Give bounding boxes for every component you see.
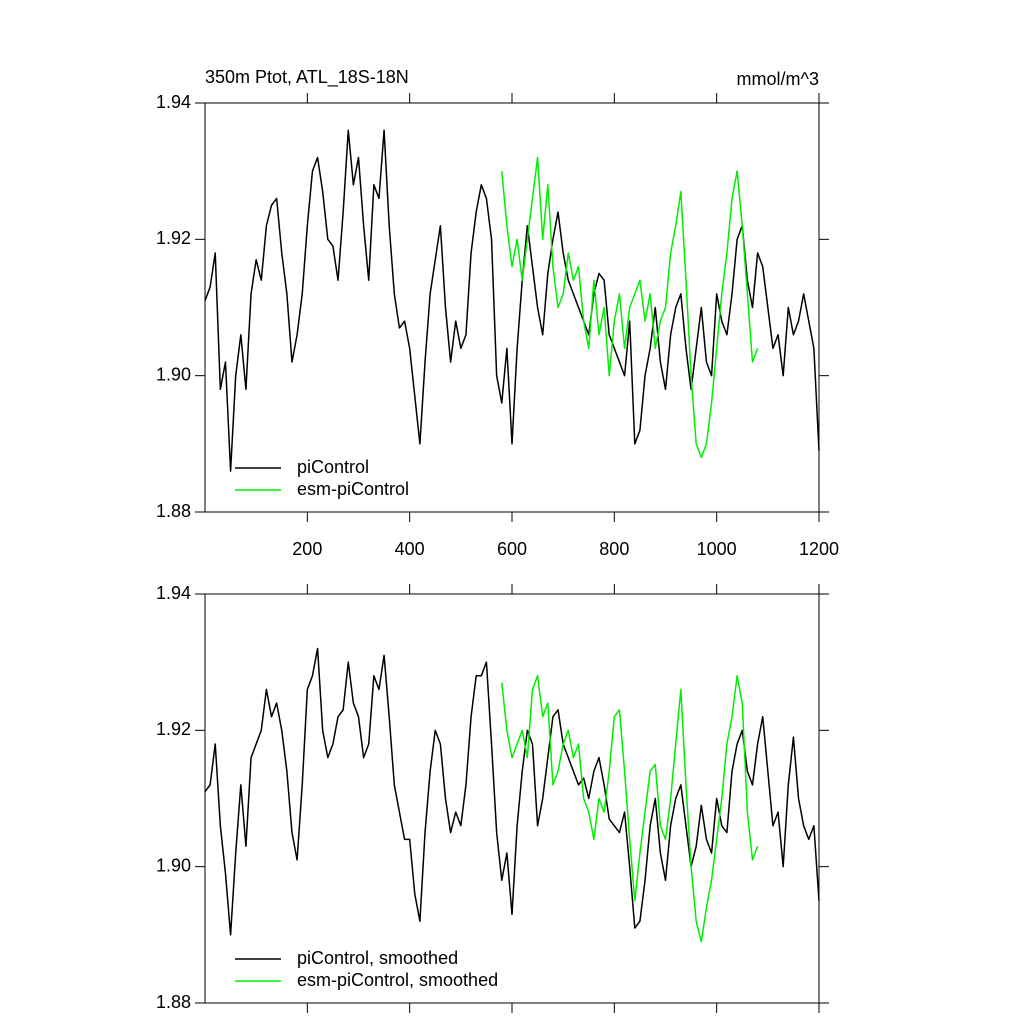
- series-line: [501, 156, 759, 459]
- y-tick-label: 1.88: [156, 501, 191, 521]
- y-tick-label: 1.92: [156, 228, 191, 248]
- x-tick-label: 600: [497, 539, 527, 559]
- y-tick-label: 1.90: [156, 855, 191, 875]
- y-tick-label: 1.92: [156, 719, 191, 739]
- legend-label: esm-piControl: [297, 479, 409, 499]
- legend-label: piControl: [297, 457, 369, 477]
- legend-label: piControl, smoothed: [297, 948, 458, 968]
- plot-frame: [204, 102, 820, 513]
- series-line: [501, 675, 759, 943]
- x-tick-label: 1000: [697, 539, 737, 559]
- series-line: [204, 129, 820, 472]
- x-tick-label: 200: [292, 539, 322, 559]
- units-label: mmol/m^3: [737, 69, 819, 89]
- chart-title: 350m Ptot, ATL_18S-18N: [205, 67, 409, 88]
- y-tick-label: 1.90: [156, 364, 191, 384]
- plot-frame: [204, 593, 820, 1004]
- x-tick-label: 1200: [799, 539, 839, 559]
- x-tick-label: 800: [599, 539, 629, 559]
- x-tick-label: 400: [395, 539, 425, 559]
- y-tick-label: 1.94: [156, 583, 191, 603]
- y-tick-label: 1.94: [156, 92, 191, 112]
- y-tick-label: 1.88: [156, 992, 191, 1012]
- legend-label: esm-piControl, smoothed: [297, 970, 498, 990]
- series-line: [204, 647, 820, 936]
